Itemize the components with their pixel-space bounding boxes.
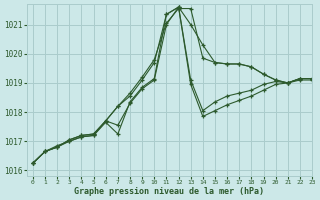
X-axis label: Graphe pression niveau de la mer (hPa): Graphe pression niveau de la mer (hPa) (75, 187, 264, 196)
